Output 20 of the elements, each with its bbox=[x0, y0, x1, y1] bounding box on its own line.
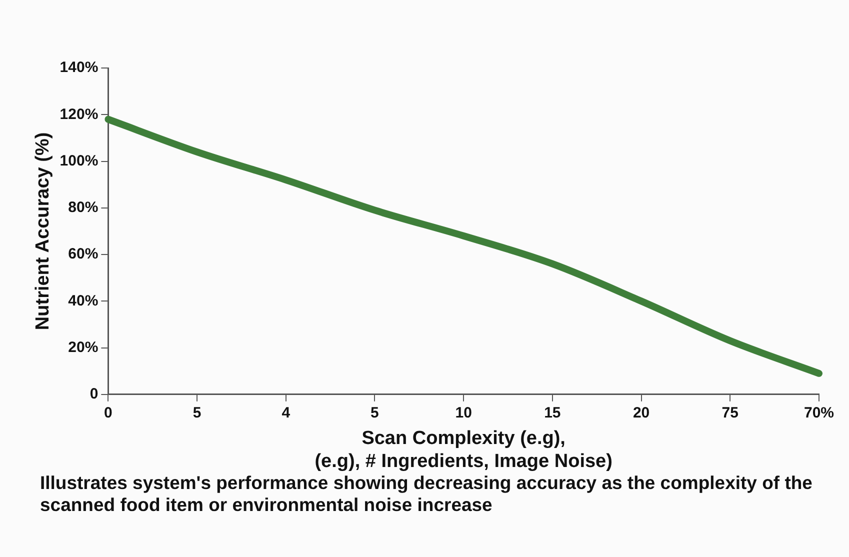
x-axis-title: Scan Complexity (e.g), (e.g), # Ingredients, Image Noise) bbox=[314, 428, 612, 472]
x-tick-label: 4 bbox=[282, 404, 291, 422]
x-tick-label: 5 bbox=[370, 404, 379, 422]
y-axis-title: Nutrient Accuracy (%) bbox=[32, 132, 54, 330]
y-tick-label: 140% bbox=[60, 59, 98, 76]
x-tick-label: 75 bbox=[722, 404, 738, 422]
x-tick-label: 15 bbox=[544, 404, 561, 422]
y-tick-label: 80% bbox=[68, 199, 98, 216]
y-tick-label: 60% bbox=[68, 246, 98, 263]
x-tick-label: 5 bbox=[192, 404, 202, 422]
x-tick-label: 0 bbox=[104, 404, 112, 422]
x-tick-label: 70% bbox=[804, 404, 834, 422]
y-tick-label: 20% bbox=[68, 338, 98, 356]
y-tick-label: 120% bbox=[60, 106, 98, 123]
y-tick-label: 0 bbox=[90, 386, 98, 403]
x-tick-label: 10 bbox=[455, 404, 472, 422]
y-tick-label: 40% bbox=[68, 292, 98, 310]
text: Illustrates system's performance showing decreasing accuracy as the complexity of the scanned food item or environmental noise increase bbox=[40, 472, 814, 516]
y-tick-label: 100% bbox=[60, 152, 98, 170]
x-tick-label: 20 bbox=[632, 404, 650, 422]
